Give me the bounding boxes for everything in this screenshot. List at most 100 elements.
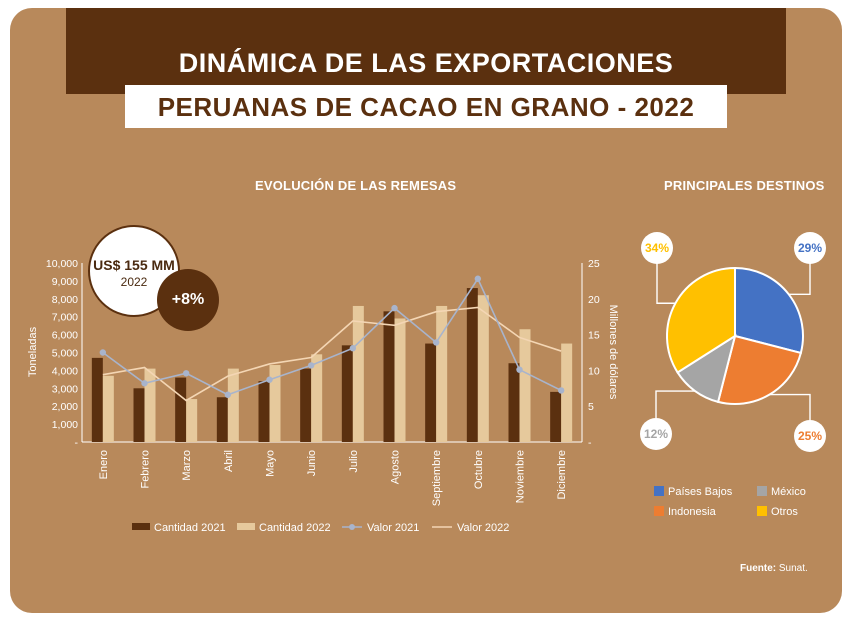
point-valor-2021	[224, 391, 232, 398]
pie-legend-label: Otros	[771, 506, 798, 518]
bar-cantidad-2021	[258, 381, 270, 442]
point-valor-2021	[474, 275, 482, 282]
bar-cantidad-2022	[186, 399, 198, 442]
legend-label-valor-2022: Valor 2022	[457, 522, 509, 534]
x-tick-label: Abril	[223, 450, 235, 472]
x-tick-label: Octubre	[473, 450, 485, 489]
x-tick-label: Noviembre	[515, 450, 527, 503]
x-tick-label: Septiembre	[431, 450, 443, 506]
legend-label-cantidad-2021: Cantidad 2021	[154, 522, 226, 534]
left-section-title: EVOLUCIÓN DE LAS REMESAS	[255, 178, 457, 193]
bar-cantidad-2022	[227, 368, 239, 442]
bar-cantidad-2021	[216, 397, 228, 442]
point-valor-2021	[307, 362, 315, 369]
pie-value-badge	[794, 420, 826, 452]
bar-cantidad-2021	[383, 311, 395, 442]
point-valor-2021	[432, 339, 440, 346]
pie-legend-swatch	[757, 506, 767, 516]
bar-cantidad-2021	[341, 345, 353, 442]
bar-cantidad-2022	[102, 375, 114, 442]
source-label: Fuente:	[740, 563, 777, 574]
bar-cantidad-2021	[550, 391, 562, 442]
bar-cantidad-2022	[561, 343, 573, 442]
bar-cantidad-2021	[466, 288, 478, 442]
x-tick-label: Julio	[348, 450, 360, 473]
y-tick-label-right: -	[588, 437, 592, 449]
point-valor-2021	[99, 349, 107, 356]
bar-cantidad-2021	[91, 357, 103, 442]
y-tick-label-right: 15	[588, 330, 600, 342]
y-tick-label-left: 8,000	[52, 294, 78, 306]
y-tick-label-right: 25	[588, 258, 600, 270]
point-valor-2021	[557, 387, 565, 394]
x-tick-label: Febrero	[140, 450, 152, 489]
pie-legend-swatch	[654, 506, 664, 516]
y-axis-label-left: Toneladas	[27, 326, 39, 377]
pie-value-label: 25%	[798, 429, 822, 443]
y-tick-label-left: 2,000	[52, 401, 78, 413]
legend-label-valor-2021: Valor 2021	[367, 522, 419, 534]
pie-leader-line	[769, 393, 811, 436]
source-value: Sunat.	[778, 563, 808, 574]
total-value-year: 2022	[120, 275, 148, 289]
y-tick-label-left: -	[75, 437, 79, 449]
x-tick-label: Junio	[306, 450, 318, 476]
title-line-2-box	[125, 85, 727, 128]
pie-value-badge	[641, 232, 673, 264]
point-valor-2021	[391, 304, 398, 312]
pie-value-label: 34%	[645, 241, 669, 255]
bar-cantidad-2021	[175, 377, 187, 442]
title-line-2: PERUANAS DE CACAO EN GRANO - 2022	[157, 92, 695, 122]
x-tick-label: Marzo	[181, 450, 193, 481]
y-tick-label-left: 3,000	[52, 383, 78, 395]
pie-legend-swatch	[654, 486, 664, 496]
bar-cantidad-2021	[508, 363, 520, 442]
pie-value-badge	[640, 418, 672, 450]
right-section-title: PRINCIPALES DESTINOS	[664, 178, 825, 193]
y-tick-label-right: 20	[588, 294, 600, 306]
x-tick-label: Diciembre	[556, 450, 568, 500]
y-tick-label-left: 10,000	[46, 258, 78, 270]
y-tick-label-right: 10	[588, 365, 600, 377]
point-valor-2021	[349, 345, 357, 352]
y-tick-label-left: 4,000	[52, 365, 78, 377]
pie-slice	[734, 266, 804, 355]
pie-legend-label: México	[771, 486, 806, 498]
source-note: Fuente: Sunat.	[740, 563, 808, 574]
y-tick-label-left: 1,000	[52, 419, 78, 431]
y-tick-label-left: 6,000	[52, 330, 78, 342]
bar-cantidad-2022	[352, 305, 364, 442]
pie-value-badge	[794, 232, 826, 264]
title-band	[66, 8, 786, 94]
legend-swatch-cantidad-2021	[132, 523, 150, 530]
y-tick-label-left: 7,000	[52, 312, 78, 324]
pie-value-label: 12%	[644, 427, 668, 441]
y-tick-label-right: 5	[588, 401, 594, 413]
pie-legend-swatch	[757, 486, 767, 496]
bar-cantidad-2022	[519, 329, 531, 442]
pie-leader-line	[656, 248, 676, 304]
bar-cantidad-2022	[394, 318, 406, 442]
bar-cantidad-2022	[144, 368, 156, 442]
point-valor-2021	[141, 380, 148, 387]
line-valor-2022	[102, 306, 562, 402]
point-valor-2021	[182, 370, 190, 377]
legend-label-cantidad-2022: Cantidad 2022	[259, 522, 331, 534]
bar-cantidad-2022	[436, 305, 448, 442]
pie-leader-line	[788, 248, 811, 296]
pie-legend-label: Indonesia	[668, 506, 717, 518]
legend-marker-valor-2021	[349, 524, 355, 530]
total-value: US$ 155 MM	[93, 257, 175, 273]
point-valor-2021	[266, 376, 273, 383]
x-tick-label: Agosto	[390, 450, 402, 484]
pie-value-label: 29%	[798, 241, 822, 255]
y-tick-label-left: 9,000	[52, 276, 78, 288]
bar-cantidad-2022	[477, 295, 489, 442]
bar-cantidad-2022	[269, 365, 281, 442]
pie-slice	[666, 266, 736, 374]
y-tick-label-left: 5,000	[52, 348, 78, 360]
line-valor-2021	[102, 277, 562, 396]
x-tick-label: Mayo	[265, 450, 277, 477]
point-valor-2021	[516, 366, 523, 373]
